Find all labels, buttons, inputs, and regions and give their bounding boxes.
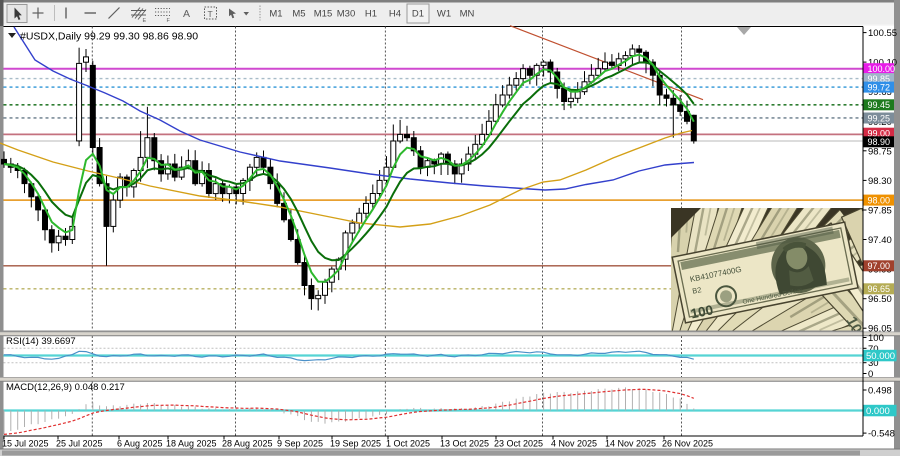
svg-text:100.10: 100.10 [868,58,897,69]
svg-text:M1: M1 [269,9,282,20]
svg-text:T: T [208,9,213,19]
svg-text:6 Aug 2025: 6 Aug 2025 [117,439,163,449]
svg-text:99.85: 99.85 [868,74,891,84]
svg-text:4 Nov 2025: 4 Nov 2025 [551,439,597,449]
svg-text:0.498: 0.498 [868,386,892,397]
svg-text:M15: M15 [314,9,332,20]
svg-text:98.00: 98.00 [868,196,891,206]
svg-text:1 Oct 2025: 1 Oct 2025 [386,439,430,449]
svg-text:100: 100 [689,302,714,321]
svg-text:MN: MN [460,9,475,20]
svg-text:H1: H1 [365,9,377,20]
svg-text:18 Aug 2025: 18 Aug 2025 [166,439,217,449]
svg-text:28 Aug 2025: 28 Aug 2025 [222,439,273,449]
svg-text:25 Jul 2025: 25 Jul 2025 [56,439,103,449]
svg-text:D1: D1 [412,9,424,20]
svg-text:99.25: 99.25 [868,113,891,123]
svg-text:B2: B2 [692,285,703,296]
svg-text:13 Oct 2025: 13 Oct 2025 [440,439,489,449]
svg-text:M30: M30 [337,9,355,20]
svg-text:99.45: 99.45 [868,100,891,110]
svg-text:99.00: 99.00 [868,129,891,139]
svg-text:M5: M5 [292,9,305,20]
svg-text:98.75: 98.75 [868,146,892,157]
svg-text:RSI(14) 39.6697: RSI(14) 39.6697 [6,336,76,347]
svg-text:97.00: 97.00 [868,261,891,271]
svg-text:#USDX,Daily 99.29 99.30 98.86: #USDX,Daily 99.29 99.30 98.86 98.90 [20,31,198,43]
svg-text:19 Sep 2025: 19 Sep 2025 [330,439,381,449]
svg-text:0.000: 0.000 [866,406,890,417]
svg-text:96.05: 96.05 [868,324,892,335]
svg-text:100: 100 [842,314,869,344]
svg-text:E: E [143,18,147,24]
svg-text:100.00: 100.00 [868,64,896,74]
svg-text:MACD(12,26,9) 0.048 0.217: MACD(12,26,9) 0.048 0.217 [6,382,125,393]
svg-text:-0.548: -0.548 [868,429,895,440]
svg-text:0: 0 [868,369,873,380]
svg-text:98.90: 98.90 [868,137,891,147]
svg-text:96.50: 96.50 [868,294,892,305]
svg-text:99.72: 99.72 [868,83,891,93]
svg-text:30: 30 [868,358,879,369]
svg-text:100: 100 [868,333,884,344]
svg-text:99.65: 99.65 [868,87,892,98]
svg-text:9 Sep 2025: 9 Sep 2025 [277,439,323,449]
svg-text:26 Nov 2025: 26 Nov 2025 [662,439,713,449]
svg-text:70: 70 [868,344,879,355]
svg-text:97.40: 97.40 [868,235,892,246]
svg-text:96.65: 96.65 [868,284,891,294]
svg-text:97.85: 97.85 [868,206,892,217]
svg-text:98.30: 98.30 [868,176,892,187]
svg-text:W1: W1 [437,9,451,20]
svg-text:50.000: 50.000 [866,351,895,362]
svg-text:15 Jul 2025: 15 Jul 2025 [2,439,49,449]
svg-text:A: A [183,8,190,20]
svg-text:H4: H4 [389,9,401,20]
svg-text:100.55: 100.55 [868,28,897,39]
svg-text:23 Oct 2025: 23 Oct 2025 [494,439,543,449]
svg-text:F: F [167,18,171,24]
svg-text:14 Nov 2025: 14 Nov 2025 [605,439,656,449]
